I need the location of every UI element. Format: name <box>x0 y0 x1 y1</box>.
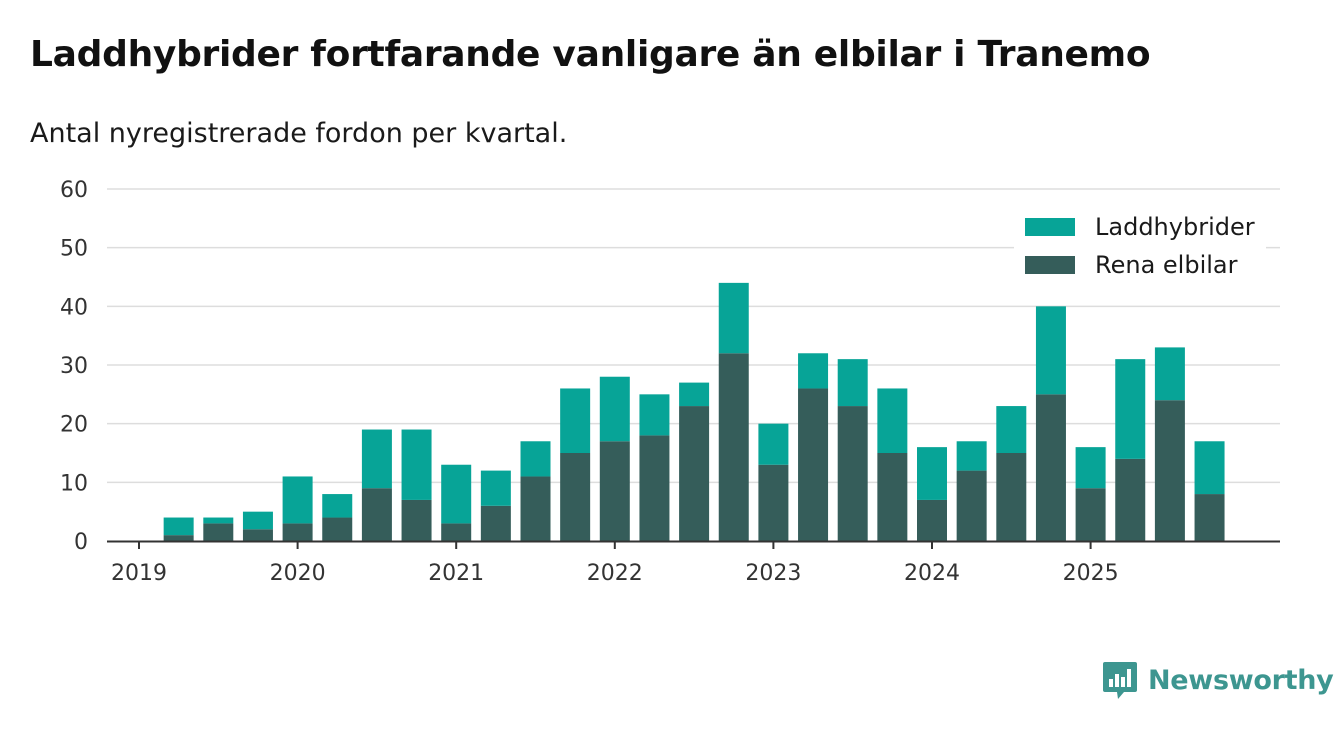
bar-rena-elbilar <box>401 499 432 541</box>
x-tick-label: 2020 <box>270 561 326 586</box>
chart-title: Laddhybrider fortfarande vanligare än el… <box>30 34 1151 75</box>
bar-rena-elbilar <box>242 529 273 541</box>
y-tick-label: 40 <box>60 295 88 320</box>
bar-laddhybrider <box>877 388 908 453</box>
bar-laddhybrider <box>639 394 670 436</box>
y-axis: 0 10 20 30 40 50 60 <box>60 178 88 555</box>
bar-rena-elbilar <box>361 488 392 541</box>
brand: Newsworthy <box>1102 660 1334 700</box>
bar-laddhybrider <box>798 353 829 389</box>
bar-laddhybrider <box>441 464 472 524</box>
bar-rena-elbilar <box>203 523 234 541</box>
newsworthy-logo-icon <box>1103 662 1137 699</box>
bar-rena-elbilar <box>996 453 1027 541</box>
bar-laddhybrider <box>163 517 194 536</box>
x-tick-label: 2021 <box>428 561 484 586</box>
legend-label: Rena elbilar <box>1095 251 1238 279</box>
bar-rena-elbilar <box>441 523 472 541</box>
bar-rena-elbilar <box>282 523 313 541</box>
bars <box>163 282 1225 541</box>
x-tick-label: 2022 <box>587 561 643 586</box>
bar-rena-elbilar <box>1154 400 1185 541</box>
bar-rena-elbilar <box>163 535 194 541</box>
bar-rena-elbilar <box>956 470 987 541</box>
bar-laddhybrider <box>996 406 1027 453</box>
legend-label: Laddhybrider <box>1095 213 1255 241</box>
bar-rena-elbilar <box>1035 394 1066 541</box>
bar-laddhybrider <box>679 382 710 407</box>
bar-rena-elbilar <box>480 505 511 541</box>
bar-laddhybrider <box>837 359 868 407</box>
bar-rena-elbilar <box>758 464 789 541</box>
y-tick-label: 10 <box>60 471 88 496</box>
bar-laddhybrider <box>1035 306 1066 395</box>
chart-subtitle: Antal nyregistrerade fordon per kvartal. <box>30 118 568 149</box>
bar-laddhybrider <box>1154 347 1185 401</box>
bar-laddhybrider <box>322 494 353 518</box>
x-tick-label: 2025 <box>1063 561 1119 586</box>
bar-rena-elbilar <box>798 388 829 541</box>
brand-name: Newsworthy <box>1148 664 1334 696</box>
bar-rena-elbilar <box>679 406 710 541</box>
y-tick-label: 0 <box>74 530 88 555</box>
bar-rena-elbilar <box>877 453 908 541</box>
legend-swatch <box>1025 256 1075 274</box>
bar-laddhybrider <box>282 476 313 524</box>
bar-rena-elbilar <box>599 441 630 541</box>
bar-rena-elbilar <box>917 499 947 541</box>
bar-laddhybrider <box>203 517 234 524</box>
bar-laddhybrider <box>560 388 591 453</box>
bar-laddhybrider <box>917 447 947 500</box>
x-tick-label: 2023 <box>745 561 801 586</box>
legend-swatch <box>1025 218 1075 236</box>
bar-laddhybrider <box>1194 441 1225 495</box>
bar-rena-elbilar <box>639 435 670 541</box>
bar-rena-elbilar <box>837 406 868 541</box>
x-tick-label: 2019 <box>111 561 167 586</box>
legend: Laddhybrider Rena elbilar <box>1014 207 1266 291</box>
bar-laddhybrider <box>361 429 392 489</box>
bar-laddhybrider <box>758 423 789 465</box>
bar-laddhybrider <box>401 429 432 500</box>
bar-laddhybrider <box>1075 447 1106 489</box>
bar-laddhybrider <box>480 470 511 506</box>
bar-rena-elbilar <box>718 353 749 541</box>
x-tick-label: 2024 <box>904 561 960 586</box>
bar-rena-elbilar <box>1115 458 1146 541</box>
bar-laddhybrider <box>956 441 987 471</box>
x-axis: 2019 2020 2021 2022 2023 2024 2025 <box>107 540 1280 586</box>
bar-laddhybrider <box>718 282 749 354</box>
bar-rena-elbilar <box>560 453 591 541</box>
y-tick-label: 60 <box>60 178 88 203</box>
bar-rena-elbilar <box>520 476 551 541</box>
y-tick-label: 20 <box>60 413 88 438</box>
bar-rena-elbilar <box>1075 488 1106 541</box>
bar-laddhybrider <box>242 511 273 530</box>
y-tick-label: 30 <box>60 354 88 379</box>
bar-laddhybrider <box>520 441 551 477</box>
bar-laddhybrider <box>599 376 630 442</box>
bar-rena-elbilar <box>322 517 353 541</box>
bar-laddhybrider <box>1115 359 1146 459</box>
y-tick-label: 50 <box>60 237 88 262</box>
bar-rena-elbilar <box>1194 494 1225 541</box>
